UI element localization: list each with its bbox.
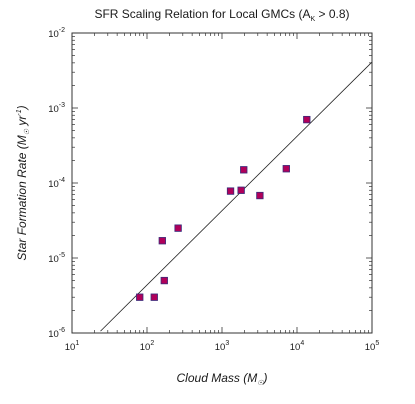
y-axis-label: Star Formation Rate (M☉ yr-1): [15, 105, 31, 260]
data-point: [150, 293, 158, 301]
y-tick-label: 10-2: [48, 27, 65, 40]
x-axis-label: Cloud Mass (M☉): [177, 371, 268, 387]
data-point: [240, 166, 248, 174]
x-tick-label: 101: [65, 340, 80, 353]
plot-frame: [71, 32, 373, 334]
fit-line-group: [100, 61, 373, 332]
data-point: [237, 186, 245, 194]
y-tick-label: 10-3: [48, 102, 65, 115]
tick-labels: 101 102 103 104 105 10-6 10-5 10-4 10-3 10-2: [48, 27, 379, 353]
data-point: [226, 187, 235, 195]
data-point: [256, 191, 264, 200]
fit-line: [100, 61, 373, 332]
chart-title: SFR Scaling Relation for Local GMCs (AK …: [94, 7, 349, 23]
data-point: [303, 115, 311, 124]
data-point: [160, 276, 168, 285]
x-tick-label: 105: [365, 340, 380, 353]
data-points: [136, 115, 311, 301]
y-tick-label: 10-6: [48, 327, 65, 340]
data-point: [174, 224, 182, 232]
data-point: [158, 237, 166, 245]
x-tick-label: 104: [290, 340, 305, 353]
x-tick-label: 103: [215, 340, 230, 353]
x-tick-label: 102: [140, 340, 155, 353]
y-tick-label: 10-5: [48, 252, 65, 265]
tick-marks: [71, 32, 373, 334]
y-tick-label: 10-4: [48, 177, 65, 190]
data-point: [282, 165, 290, 173]
data-point: [136, 293, 144, 301]
